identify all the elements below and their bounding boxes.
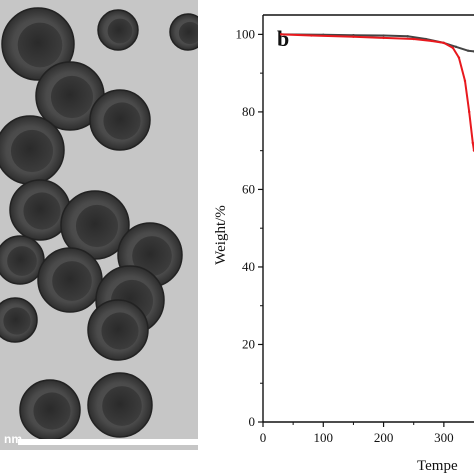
scale-bar [18, 439, 198, 445]
tga-chart: b 0 20 40 60 80 100 0 100 200 300 Tempe Weight/% [213, 14, 474, 474]
y-tick-label: 100 [236, 26, 256, 41]
series-2-point [382, 36, 385, 40]
particle-core [75, 204, 119, 248]
particle-core [52, 261, 92, 301]
series-2-point [467, 110, 471, 114]
series-line-1 [281, 33, 474, 53]
series-2-point [279, 33, 283, 36]
y-tick-label: 20 [242, 336, 255, 351]
x-tick-label: 0 [260, 430, 267, 445]
y-tick-label: 0 [249, 414, 256, 429]
series-2-point [430, 39, 433, 43]
particle-core [101, 312, 139, 350]
particle-core [103, 102, 141, 140]
series-1-point [454, 45, 458, 48]
particle-core [178, 21, 198, 45]
scale-bar-label: nm [4, 432, 22, 446]
x-tick-label: 100 [314, 430, 334, 445]
series-1-point [406, 35, 409, 38]
series-2-point [463, 79, 467, 83]
series-2-point [412, 37, 415, 41]
series-line-2 [281, 33, 474, 151]
y-tick-label: 60 [242, 181, 255, 196]
series-2-point [457, 56, 461, 59]
series-2-point [442, 41, 446, 45]
particle-core [3, 307, 31, 335]
y-tick-label: 80 [242, 104, 255, 119]
x-tick-label: 200 [374, 430, 394, 445]
particle-core [102, 386, 142, 426]
series-2-point [352, 35, 355, 38]
series-2-point [310, 34, 313, 37]
tga-chart-panel: b 0 20 40 60 80 100 0 100 200 300 Tempe Weight/% [205, 0, 474, 474]
particle-core [23, 192, 61, 230]
y-axis-title: Weight/% [213, 205, 229, 265]
particle-core [33, 392, 71, 430]
particle-core [7, 246, 37, 276]
tem-micrograph: nm [0, 0, 198, 450]
series-2-point [471, 141, 474, 145]
series-1-point [382, 34, 385, 37]
particle-core [50, 75, 94, 119]
particle-core [10, 129, 54, 173]
particle-core [107, 18, 133, 44]
x-tick-label: 300 [434, 430, 454, 445]
particle-core [17, 22, 63, 68]
panel-letter: b [277, 26, 289, 51]
series-2-point [451, 46, 455, 50]
y-tick-label: 40 [242, 259, 255, 274]
series-1-point [466, 49, 470, 52]
x-axis-title: Tempe [417, 458, 458, 474]
particle-core [132, 236, 172, 276]
tem-image [0, 0, 198, 450]
